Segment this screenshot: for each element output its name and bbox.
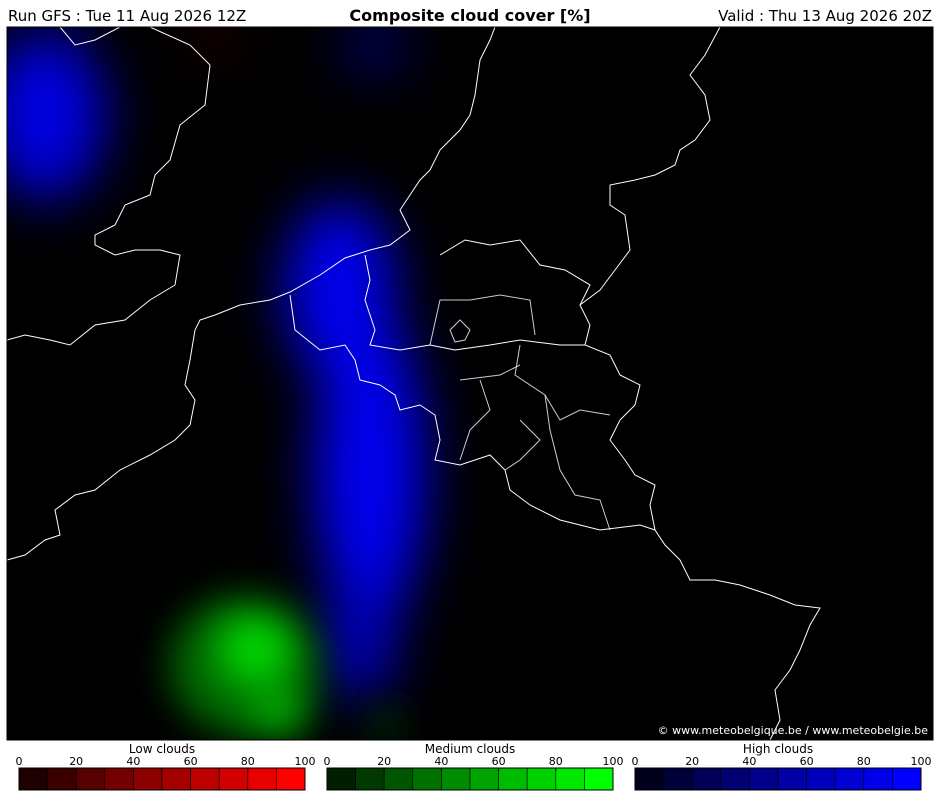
medium-cloud-blob [252, 693, 308, 737]
legend-swatch [190, 767, 220, 791]
legend-tick-label: 40 [126, 755, 140, 768]
legend-swatch [247, 767, 277, 791]
legend-swatch [276, 767, 306, 791]
legend-tick-label: 60 [184, 755, 198, 768]
high-cloud-blob [7, 30, 105, 200]
legend-swatch [806, 767, 836, 791]
legend-tick-label: 0 [16, 755, 23, 768]
legend-title: High clouds [743, 742, 813, 756]
legend-swatch [634, 767, 664, 791]
run-label: Run GFS : Tue 11 Aug 2026 12Z [8, 7, 246, 25]
legend-tick-label: 40 [434, 755, 448, 768]
legend-tick-label: 20 [377, 755, 391, 768]
medium-cloud-blob [365, 710, 405, 740]
legend-tick-label: 20 [685, 755, 699, 768]
coastline [7, 27, 211, 346]
legend-tick-label: 0 [632, 755, 639, 768]
legend-frame [326, 767, 614, 791]
credit: © www.meteobelgique.be / www.meteobelgie… [658, 724, 929, 737]
legend-tick-label: 100 [603, 755, 624, 768]
legend-swatch [498, 767, 528, 791]
medium-cloud-fields [170, 595, 405, 740]
legend-title: Low clouds [129, 742, 195, 756]
coastline [7, 27, 496, 561]
legend-tick-label: 20 [69, 755, 83, 768]
legend-tick-label: 40 [742, 755, 756, 768]
legend-swatch [355, 767, 385, 791]
legend-swatch [383, 767, 414, 791]
legend-swatch [441, 767, 471, 791]
legend-swatch [749, 767, 779, 791]
legend-swatch [526, 767, 557, 791]
coastlines-borders [7, 27, 821, 740]
legend-swatch [75, 767, 106, 791]
high-cloud-blob [315, 310, 425, 630]
legend-tick-label: 0 [324, 755, 331, 768]
legend-swatch [161, 767, 191, 791]
legend-swatch [133, 767, 163, 791]
legend-swatch [663, 767, 693, 791]
legend-swatch [218, 767, 249, 791]
coastline [579, 27, 821, 740]
legend-swatch [691, 767, 722, 791]
legend-frame [18, 767, 306, 791]
legend-tick-label: 60 [492, 755, 506, 768]
border [429, 294, 611, 421]
map-background [7, 27, 933, 740]
legend-swatch [720, 767, 750, 791]
legend-swatch [412, 767, 442, 791]
legend-swatch [834, 767, 865, 791]
legend-swatch [47, 767, 77, 791]
legend-swatch [584, 767, 614, 791]
border [459, 364, 611, 531]
low-cloud-blob [197, 27, 233, 49]
legend-swatch [104, 767, 134, 791]
legend-tick-label: 80 [857, 755, 871, 768]
cloud-fields [7, 27, 425, 700]
legend-swatch [18, 767, 48, 791]
legend-tick-label: 80 [549, 755, 563, 768]
border [439, 239, 591, 306]
legend-swatch [555, 767, 585, 791]
valid-label: Valid : Thu 13 Aug 2026 20Z [718, 7, 932, 25]
legend-frame [634, 767, 922, 791]
map-title: Composite cloud cover [%] [349, 6, 590, 25]
border [289, 294, 656, 531]
medium-cloud-blob [223, 620, 287, 680]
legend-swatch [777, 767, 807, 791]
legend-tick-label: 80 [241, 755, 255, 768]
legend-tick-label: 100 [911, 755, 932, 768]
high-cloud-blob [343, 27, 407, 75]
border [364, 254, 585, 351]
legends: Low clouds 0 20 40 60 80 100 Medium clouds 0 20 40… [16, 742, 932, 791]
legend-tick-label: 100 [295, 755, 316, 768]
map-area: © www.meteobelgique.be / www.meteobelgie… [7, 27, 933, 740]
legend-swatch [863, 767, 893, 791]
map-frame [6, 26, 934, 741]
legend-title: Medium clouds [425, 742, 516, 756]
high-cloud-blob [325, 580, 395, 700]
legend-swatch [326, 767, 356, 791]
legend-swatch [469, 767, 499, 791]
legend-swatch [892, 767, 922, 791]
legend-tick-label: 60 [800, 755, 814, 768]
